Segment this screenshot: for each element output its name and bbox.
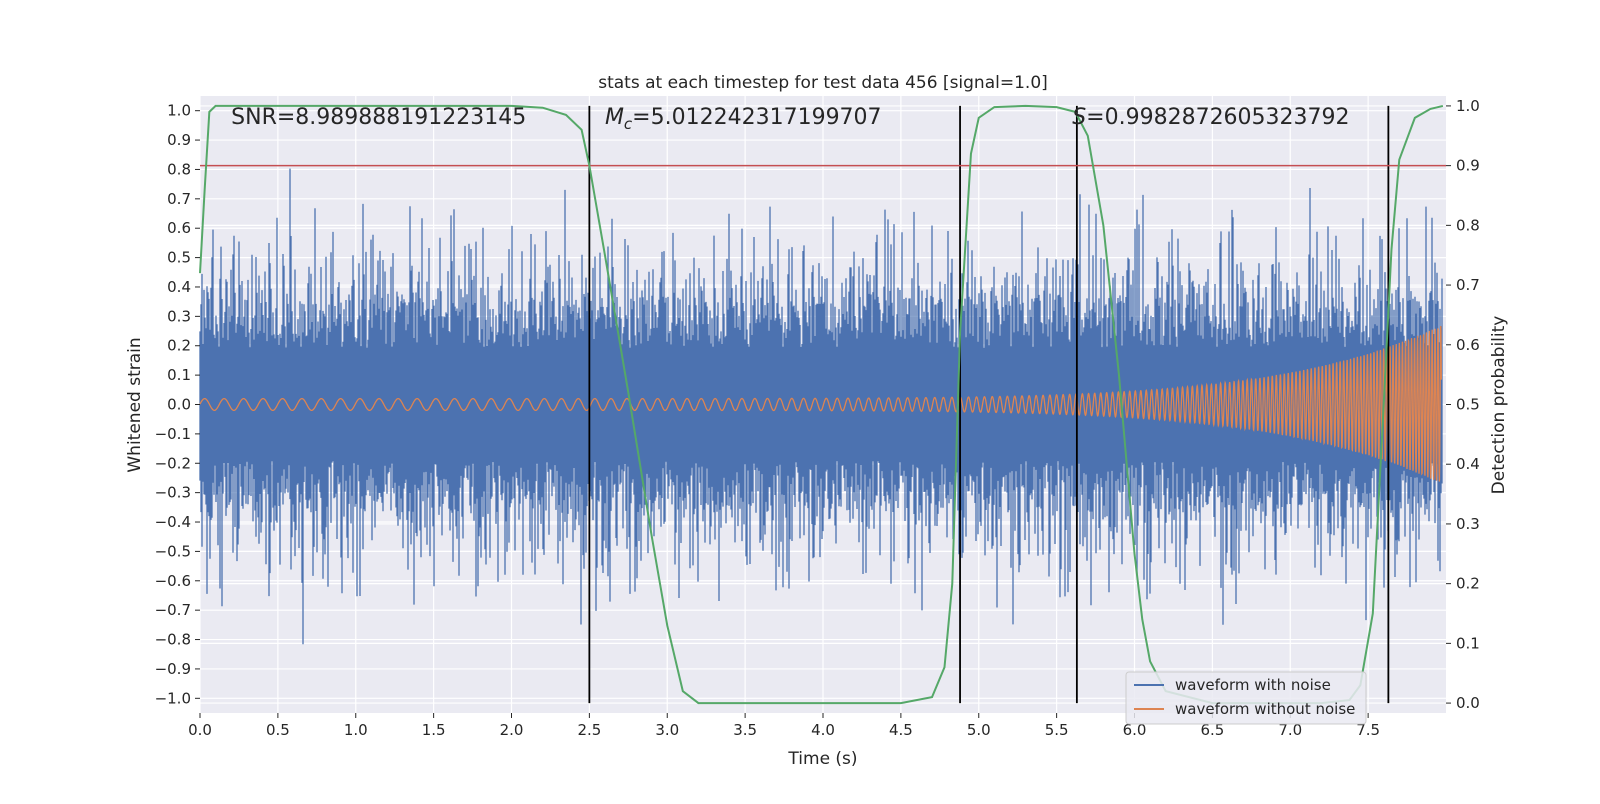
y-right-tick-label: 0.6 bbox=[1456, 336, 1480, 354]
legend-label-noisy: waveform with noise bbox=[1175, 676, 1331, 694]
chirp-mass-annotation: Mc=5.012242317199707 bbox=[605, 105, 882, 133]
y-left-tick-label: −0.9 bbox=[155, 660, 191, 678]
y-left-tick-label: −1.0 bbox=[155, 689, 191, 707]
y-left-tick-label: −0.3 bbox=[155, 484, 191, 502]
y-left-tick-label: 0.3 bbox=[167, 307, 191, 325]
y-axis-right-label: Detection probability bbox=[1489, 316, 1509, 495]
y-left-tick-label: 0.9 bbox=[167, 131, 191, 149]
waveform-without-noise-series bbox=[199, 326, 1442, 482]
legend-box bbox=[1125, 671, 1367, 725]
statistic-symbol: S bbox=[1072, 105, 1086, 130]
y-left-tick-label: 0.1 bbox=[167, 366, 191, 384]
snr-annotation: SNR=8.989888191223145 bbox=[231, 105, 526, 130]
x-tick-label: 6.0 bbox=[1123, 721, 1147, 739]
y-left-tick-label: 0.0 bbox=[167, 396, 191, 414]
x-tick-label: 4.0 bbox=[811, 721, 835, 739]
x-tick-label: 1.5 bbox=[422, 721, 446, 739]
x-tick-label: 6.5 bbox=[1200, 721, 1224, 739]
x-tick-label: 7.5 bbox=[1356, 721, 1380, 739]
y-left-tick-label: 0.5 bbox=[167, 249, 191, 267]
y-left-tick-label: −0.2 bbox=[155, 454, 191, 472]
y-right-tick-label: 0.4 bbox=[1456, 455, 1480, 473]
y-left-tick-label: −0.7 bbox=[155, 601, 191, 619]
x-tick-label: 1.0 bbox=[344, 721, 368, 739]
y-left-tick-label: 0.7 bbox=[167, 190, 191, 208]
y-right-tick-label: 0.0 bbox=[1456, 694, 1480, 712]
x-tick-label: 5.5 bbox=[1045, 721, 1069, 739]
x-tick-label: 7.0 bbox=[1278, 721, 1302, 739]
y-left-tick-label: 0.6 bbox=[167, 219, 191, 237]
statistic-annotation: S=0.9982872605323792 bbox=[1072, 105, 1349, 130]
y-right-tick-label: 0.2 bbox=[1456, 575, 1480, 593]
y-right-tick-label: 1.0 bbox=[1456, 97, 1480, 115]
y-left-tick-label: 0.4 bbox=[167, 278, 191, 296]
y-left-tick-label: 0.2 bbox=[167, 337, 191, 355]
x-tick-label: 5.0 bbox=[967, 721, 991, 739]
x-tick-label: 4.5 bbox=[889, 721, 913, 739]
y-left-tick-label: 1.0 bbox=[167, 102, 191, 120]
y-right-tick-label: 0.3 bbox=[1456, 515, 1480, 533]
y-left-tick-label: −0.4 bbox=[155, 513, 191, 531]
x-tick-label: 3.0 bbox=[655, 721, 679, 739]
chirp-mass-symbol: M bbox=[605, 105, 624, 130]
y-left-tick-label: −0.1 bbox=[155, 425, 191, 443]
y-right-tick-label: 0.1 bbox=[1456, 634, 1480, 652]
chirp-mass-value: =5.012242317199707 bbox=[632, 105, 881, 130]
axes-layer: 0.0 0.5 1.0 1.5 2.0 2.5 3.0 3.5 4.0 4.5 5.0 5.5 6.0 6… bbox=[155, 97, 1480, 739]
vertical-markers bbox=[588, 105, 1390, 704]
x-tick-label: 3.5 bbox=[733, 721, 757, 739]
chart-title: stats at each timestep for test data 456… bbox=[598, 73, 1048, 93]
x-tick-label: 0.5 bbox=[266, 721, 290, 739]
y-right-tick-label: 0.5 bbox=[1456, 396, 1480, 414]
y-left-tick-label: −0.8 bbox=[155, 631, 191, 649]
y-right-tick-label: 0.9 bbox=[1456, 157, 1480, 175]
chirp-mass-subscript: c bbox=[624, 115, 633, 133]
x-axis-label: Time (s) bbox=[787, 749, 857, 769]
x-tick-label: 0.0 bbox=[188, 721, 212, 739]
x-tick-label: 2.5 bbox=[577, 721, 601, 739]
y-right-tick-label: 0.7 bbox=[1456, 276, 1480, 294]
legend-label-clean: waveform without noise bbox=[1175, 700, 1355, 718]
y-right-tick-label: 0.8 bbox=[1456, 216, 1480, 234]
statistic-value: =0.9982872605323792 bbox=[1086, 105, 1349, 130]
y-left-tick-label: −0.6 bbox=[155, 572, 191, 590]
y-axis-left-label: Whitened strain bbox=[125, 337, 145, 472]
y-left-tick-label: 0.8 bbox=[167, 160, 191, 178]
legend: waveform with noise waveform without noi… bbox=[1125, 671, 1367, 725]
x-tick-label: 2.0 bbox=[500, 721, 524, 739]
y-left-tick-label: −0.5 bbox=[155, 542, 191, 560]
clean-waveform-line bbox=[199, 326, 1442, 482]
annotations: SNR=8.989888191223145 Mc=5.0122423171997… bbox=[231, 105, 1349, 133]
